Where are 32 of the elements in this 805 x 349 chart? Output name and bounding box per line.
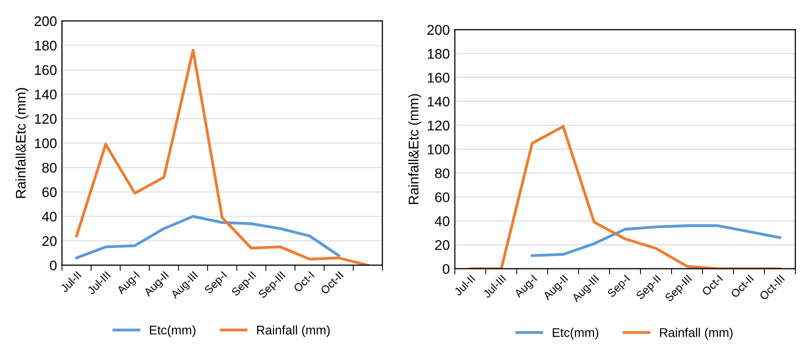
y-tick-label: 40 [42, 212, 57, 222]
y-tick-label: 40 [434, 216, 450, 226]
y-tick-label: 180 [428, 48, 450, 59]
legend-label: Etc(mm) [150, 325, 196, 337]
y-tick-label: 0 [50, 260, 57, 270]
y-tick-label: 180 [35, 40, 57, 51]
legend-label: Rainfall (mm) [660, 328, 733, 340]
y-tick-label: 120 [428, 120, 450, 130]
y-axis-title: Rainfall&Etc (mm) [15, 88, 28, 198]
y-tick-label: 60 [42, 187, 57, 198]
y-tick-label: 200 [34, 16, 57, 26]
y-tick-label: 160 [428, 72, 450, 83]
y-tick-label: 100 [428, 144, 450, 154]
y-tick-label: 200 [427, 25, 450, 35]
line-series [530, 224, 782, 257]
y-tick-label: 80 [42, 162, 57, 173]
y-tick-label: 60 [435, 192, 450, 202]
y-tick-label: 0 [442, 264, 450, 274]
y-tick-label: 100 [35, 138, 57, 148]
legend-label: Rainfall (mm) [257, 325, 330, 337]
legend-label: Etc(mm) [552, 328, 598, 340]
y-tick-label: 140 [428, 96, 450, 107]
y-axis-title: Rainfall&Etc (mm) [408, 94, 422, 204]
y-tick-label: 20 [435, 240, 450, 250]
y-tick-label: 120 [35, 114, 57, 124]
y-tick-label: 20 [42, 236, 57, 246]
y-tick-label: 140 [35, 90, 57, 100]
y-tick-label: 80 [435, 168, 450, 178]
line-series [75, 214, 340, 260]
line-series [75, 48, 370, 266]
line-series [468, 125, 782, 269]
y-tick-label: 160 [35, 65, 57, 75]
